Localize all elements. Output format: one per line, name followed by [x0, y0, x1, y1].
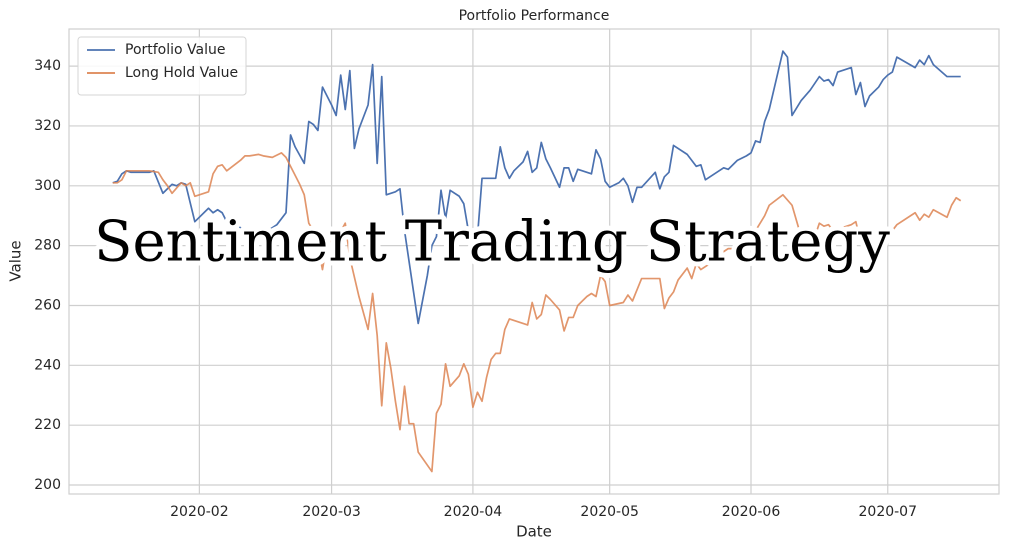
y-tick-label: 340 [34, 58, 61, 74]
y-tick-label: 300 [34, 178, 61, 194]
series-line [112, 50, 961, 325]
x-tick-label: 2020-04 [444, 504, 503, 520]
plot-frame [68, 28, 1000, 495]
x-tick-label: 2020-03 [302, 504, 361, 520]
y-tick-label: 200 [34, 477, 61, 493]
y-tick-label: 320 [34, 118, 61, 134]
x-tick-label: 2020-07 [859, 504, 918, 520]
x-axis-label: Date [516, 523, 552, 541]
legend-label: Long Hold Value [125, 65, 238, 81]
chart-title: Portfolio Performance [459, 8, 610, 24]
legend-box [77, 36, 247, 96]
y-tick-label: 220 [34, 417, 61, 433]
x-tick-label: 2020-05 [580, 504, 639, 520]
overlay-title: Sentiment Trading Strategy [94, 210, 890, 275]
y-tick-label: 260 [34, 297, 61, 313]
legend: Portfolio Value Long Hold Value [77, 36, 247, 96]
legend-label: Portfolio Value [125, 42, 226, 58]
y-tick-label: 240 [34, 357, 61, 373]
series-line [112, 152, 962, 473]
y-axis-label: Value [7, 240, 25, 281]
y-tick-label: 280 [34, 238, 61, 254]
x-tick-label: 2020-06 [722, 504, 781, 520]
x-tick-label: 2020-02 [170, 504, 229, 520]
